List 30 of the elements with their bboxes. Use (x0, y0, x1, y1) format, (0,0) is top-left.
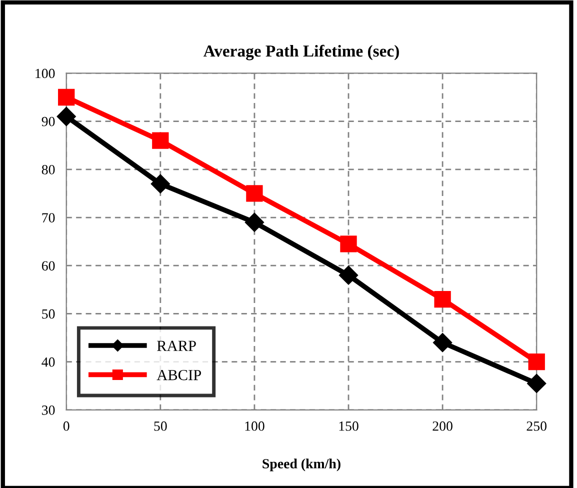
legend-label: RARP (157, 340, 196, 351)
y-tick-label: 90 (42, 116, 55, 126)
point (434, 290, 451, 308)
x-tick-label: 0 (63, 421, 70, 431)
point (56, 106, 76, 126)
y-tick-label: 30 (42, 406, 55, 415)
chart-title: Average Path Lifetime (sec) (203, 44, 399, 60)
x-tick-label: 100 (245, 421, 264, 431)
x-tick-label: 50 (154, 421, 167, 431)
legend-label: ABCIP (156, 370, 201, 380)
point (527, 374, 546, 393)
point (338, 266, 358, 285)
point (150, 174, 170, 194)
point (433, 333, 452, 352)
point (340, 236, 357, 252)
x-tick-label: 200 (432, 421, 452, 431)
point (244, 212, 264, 232)
point (58, 88, 75, 106)
x-tick-label: 150 (339, 421, 358, 431)
y-tick-label: 100 (36, 68, 55, 78)
y-tick-label: 50 (42, 309, 55, 319)
y-tick-label: 70 (42, 213, 55, 222)
x-axis-title: Speed (km/h) (262, 458, 340, 472)
point (246, 185, 263, 202)
point (528, 353, 545, 370)
y-tick-label: 60 (42, 261, 55, 271)
point (152, 132, 169, 149)
y-tick-label: 80 (42, 164, 55, 174)
x-tick-label: 250 (526, 421, 546, 431)
y-tick-label: 40 (42, 357, 55, 367)
